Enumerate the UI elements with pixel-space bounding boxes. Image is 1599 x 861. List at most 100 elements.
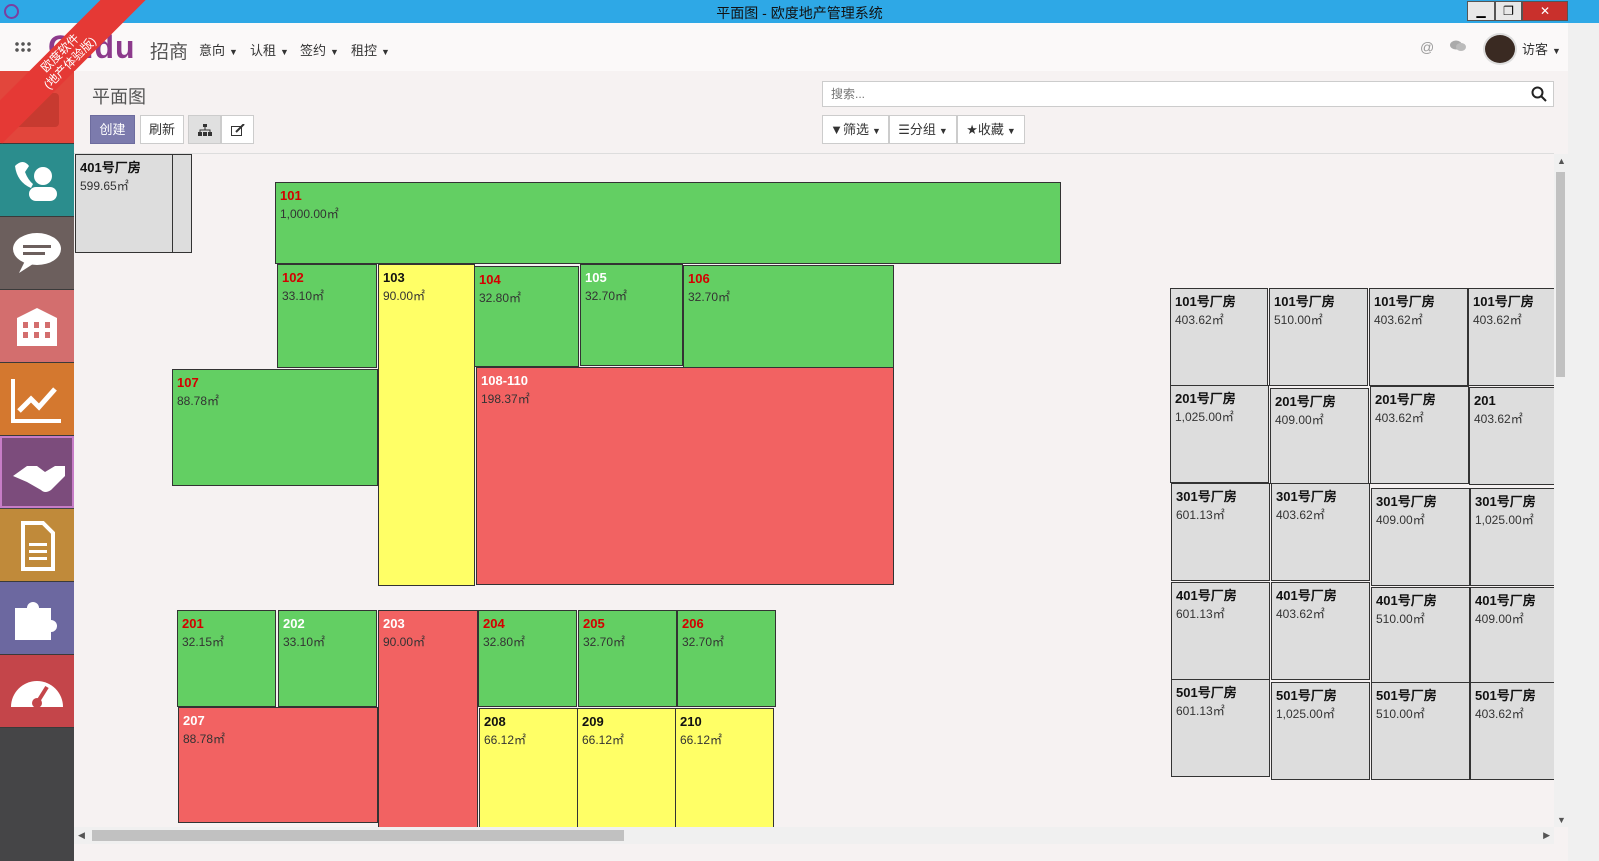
sidebar-item-messages[interactable] <box>0 217 74 290</box>
room-area: 88.78㎡ <box>177 394 220 408</box>
mention-icon[interactable]: @ <box>1420 39 1435 55</box>
floor-plan-room[interactable]: 210 66.12㎡ <box>675 708 774 827</box>
floor-plan-room[interactable]: 101号厂房 403.62㎡ <box>1170 288 1268 386</box>
scroll-up-icon[interactable]: ▲ <box>1557 156 1566 166</box>
room-name: 101号厂房 <box>1175 294 1236 309</box>
horizontal-scrollbar[interactable]: ◀ ▶ <box>74 827 1554 844</box>
floor-plan-room[interactable]: 204 32.80㎡ <box>478 610 577 707</box>
sidebar-item-documents[interactable] <box>0 509 74 582</box>
floor-plan-room[interactable]: 209 66.12㎡ <box>577 708 676 827</box>
sidebar-item-contacts[interactable] <box>0 144 74 217</box>
scroll-left-icon[interactable]: ◀ <box>78 830 85 840</box>
scroll-right-icon[interactable]: ▶ <box>1543 830 1550 840</box>
sidebar-item-reports[interactable] <box>0 363 74 436</box>
close-button[interactable]: ✕ <box>1522 1 1568 21</box>
sidebar-item-deals[interactable] <box>0 436 74 508</box>
building-icon <box>17 308 57 346</box>
room-area: 33.10㎡ <box>282 289 325 303</box>
refresh-button[interactable]: 刷新 <box>140 115 184 144</box>
scroll-down-icon[interactable]: ▼ <box>1557 815 1566 825</box>
floor-plan-room[interactable]: 401号厂房 601.13㎡ <box>1171 582 1270 680</box>
app-logo-icon <box>4 4 19 19</box>
floor-plan-room[interactable]: 107 88.78㎡ <box>172 369 378 486</box>
floor-plan-room[interactable]: 205 32.70㎡ <box>578 610 677 707</box>
sidebar-item-plugins[interactable] <box>0 582 74 655</box>
filter-button[interactable]: ▼筛选 ▼ <box>822 115 889 144</box>
search-input[interactable] <box>829 86 1513 102</box>
floor-plan-room[interactable]: 104 32.80㎡ <box>474 266 579 367</box>
restore-button[interactable]: ❐ <box>1495 1 1522 21</box>
user-avatar[interactable] <box>1483 33 1517 65</box>
vertical-scrollbar[interactable]: ▲ ▼ <box>1554 154 1568 827</box>
floor-plan-room[interactable]: 301号厂房 1,025.00㎡ <box>1470 488 1554 586</box>
floor-plan-room[interactable]: 101号厂房 403.62㎡ <box>1468 288 1554 386</box>
floor-plan-room[interactable]: 301号厂房 409.00㎡ <box>1371 488 1470 586</box>
floor-plan-room[interactable]: 203 90.00㎡ <box>378 610 478 827</box>
floor-plan-room[interactable]: 102 33.10㎡ <box>277 264 377 368</box>
floor-plan-room[interactable] <box>172 154 192 253</box>
top-navbar: Oudu 招商 意向▼ 认租▼ 签约▼ 租控▼ @ 访客▼ <box>0 23 1599 72</box>
room-area: 409.00㎡ <box>1475 612 1524 626</box>
apps-grid-icon[interactable] <box>14 41 32 53</box>
create-button[interactable]: 创建 <box>90 115 135 144</box>
favorites-button[interactable]: ★收藏 ▼ <box>957 115 1025 144</box>
horizontal-scroll-thumb[interactable] <box>92 830 624 841</box>
sidebar-item-properties[interactable] <box>0 290 74 363</box>
floor-plan-room[interactable]: 501号厂房 601.13㎡ <box>1171 679 1270 777</box>
floor-plan-room[interactable]: 501号厂房 1,025.00㎡ <box>1271 682 1370 780</box>
floor-plan-room[interactable]: 106 32.70㎡ <box>683 265 894 368</box>
menu-lease-confirm[interactable]: 认租 ▼ <box>250 40 289 59</box>
menu-contract[interactable]: 签约 ▼ <box>300 40 339 59</box>
room-name: 301号厂房 <box>1276 489 1337 504</box>
floor-plan-room[interactable]: 207 88.78㎡ <box>178 707 378 823</box>
sidebar-item-dashboard[interactable] <box>0 655 74 728</box>
floor-plan-room[interactable]: 201号厂房 409.00㎡ <box>1270 388 1369 484</box>
floor-plan-room[interactable]: 108-110 198.37㎡ <box>476 367 894 585</box>
menu-rent-control[interactable]: 租控 ▼ <box>351 40 390 59</box>
room-name: 210 <box>680 714 702 729</box>
chevron-down-icon: ▼ <box>229 47 238 57</box>
view-floorplan-button[interactable] <box>188 115 221 144</box>
document-icon <box>21 521 55 571</box>
floor-plan-room[interactable]: 208 66.12㎡ <box>479 708 578 827</box>
room-area: 601.13㎡ <box>1176 508 1225 522</box>
floor-plan-room[interactable]: 501号厂房 403.62㎡ <box>1470 682 1554 780</box>
view-edit-button[interactable] <box>221 115 254 144</box>
puzzle-icon <box>15 602 57 640</box>
minimize-button[interactable]: ▁ <box>1467 1 1495 21</box>
floor-plan-room[interactable]: 101号厂房 510.00㎡ <box>1269 288 1368 386</box>
app-sidebar <box>0 71 74 861</box>
brand-subtitle: 招商 <box>150 42 189 63</box>
user-menu[interactable]: 访客 ▼ <box>1522 39 1561 58</box>
floor-plan-room[interactable]: 201号厂房 403.62㎡ <box>1370 386 1469 484</box>
floor-plan-room[interactable]: 401号厂房 409.00㎡ <box>1470 587 1554 685</box>
chat-bubble-icon[interactable] <box>1449 39 1467 56</box>
floor-plan-room[interactable]: 401号厂房 510.00㎡ <box>1371 587 1470 685</box>
room-area: 66.12㎡ <box>484 733 527 747</box>
room-area: 510.00㎡ <box>1376 707 1425 721</box>
room-area: 32.70㎡ <box>682 635 725 649</box>
floor-plan-room[interactable]: 101 1,000.00㎡ <box>275 182 1061 264</box>
room-area: 403.62㎡ <box>1473 313 1522 327</box>
floor-plan-room[interactable]: 201 32.15㎡ <box>177 610 276 707</box>
filter-icon: ▼ <box>830 122 843 137</box>
group-by-button[interactable]: ☰分组 ▼ <box>889 115 957 144</box>
floor-plan-room[interactable]: 105 32.70㎡ <box>580 264 683 366</box>
floor-plan-room[interactable]: 201 403.62㎡ <box>1469 387 1554 485</box>
floor-plan-room[interactable]: 401号厂房 403.62㎡ <box>1271 582 1370 680</box>
vertical-scroll-thumb[interactable] <box>1556 172 1565 377</box>
filter-label: 筛选 <box>842 122 869 137</box>
floor-plan-room[interactable]: 206 32.70㎡ <box>677 610 776 707</box>
floor-plan-room[interactable]: 301号厂房 403.62㎡ <box>1271 483 1370 581</box>
menu-intent[interactable]: 意向 ▼ <box>199 40 238 59</box>
floor-plan-room[interactable]: 201号厂房 1,025.00㎡ <box>1170 385 1269 483</box>
room-area: 1,025.00㎡ <box>1276 707 1335 721</box>
search-icon[interactable] <box>1531 86 1547 102</box>
floor-plan-room[interactable]: 103 90.00㎡ <box>378 264 475 586</box>
floor-plan-room[interactable]: 301号厂房 601.13㎡ <box>1171 483 1270 581</box>
floor-plan-room[interactable]: 401号厂房 599.65㎡ <box>75 154 173 253</box>
room-name: 201号厂房 <box>1275 394 1336 409</box>
floor-plan-room[interactable]: 501号厂房 510.00㎡ <box>1371 682 1470 780</box>
floor-plan-room[interactable]: 101号厂房 403.62㎡ <box>1369 288 1468 386</box>
floor-plan-room[interactable]: 202 33.10㎡ <box>278 610 377 707</box>
